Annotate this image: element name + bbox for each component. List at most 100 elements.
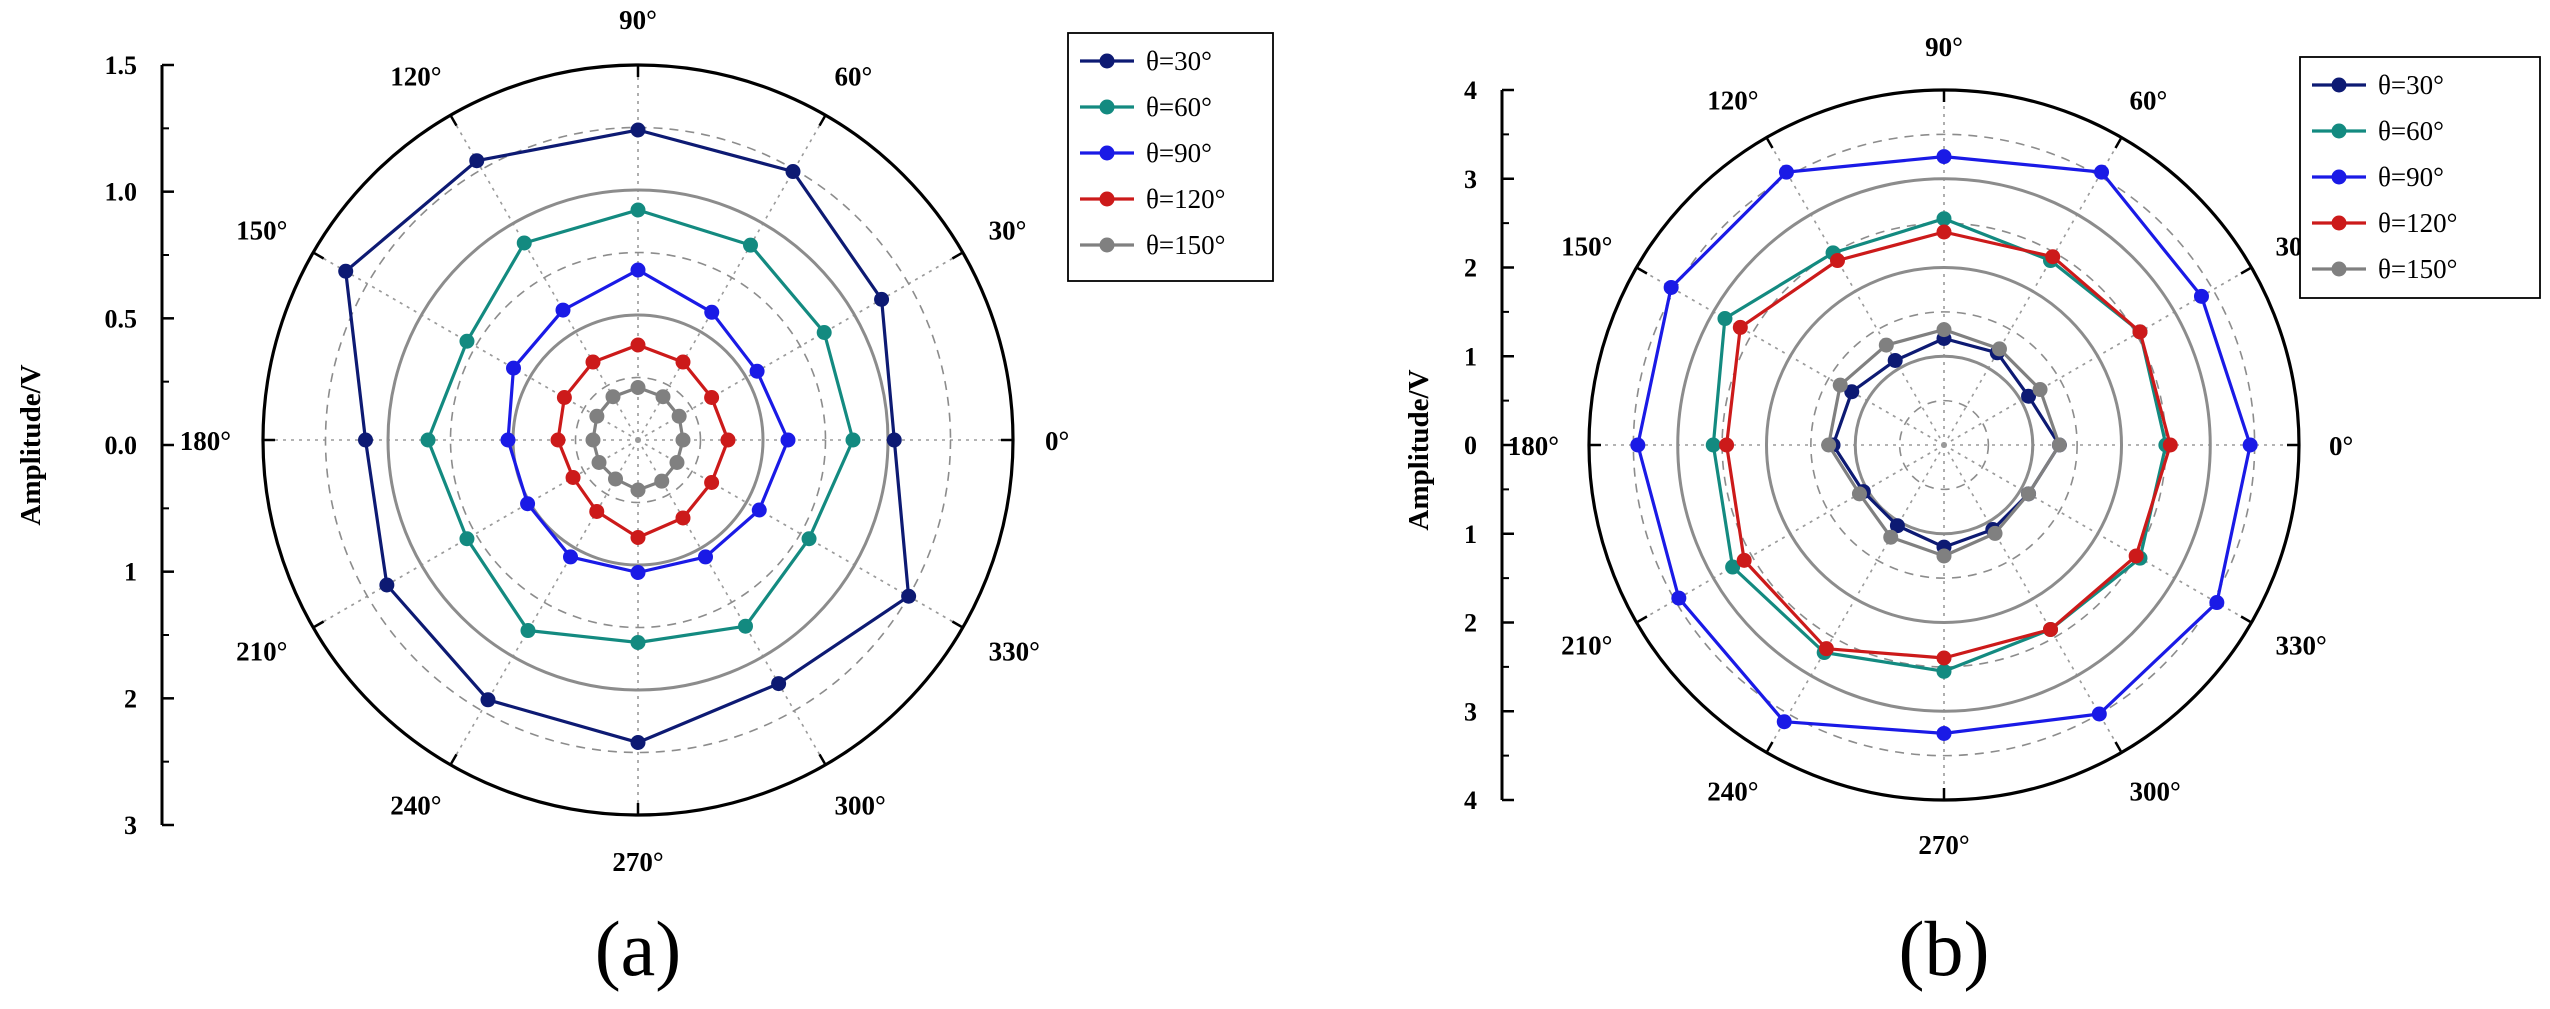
angular-label: 60° [2130, 85, 2168, 115]
data-point [1936, 149, 1952, 165]
data-point [630, 262, 646, 278]
data-point [1776, 714, 1792, 730]
minor-grid-circle [1810, 311, 2078, 579]
legend-entry: θ=150° [1146, 230, 1225, 260]
amplitude-tick-label: 0 [1464, 431, 1477, 460]
angular-tick [951, 251, 964, 260]
data-point [1778, 164, 1794, 180]
radial-gridline [449, 114, 639, 441]
angular-label: 150° [1561, 232, 1612, 262]
data-point [2162, 437, 2178, 453]
data-point [704, 475, 720, 490]
legend-entry: θ=90° [2378, 162, 2444, 192]
data-point [358, 432, 373, 448]
angular-label: 90° [1925, 32, 1963, 62]
data-point [669, 455, 685, 470]
major-grid-circle [1676, 177, 2212, 713]
radial-gridline [312, 439, 639, 629]
data-point [605, 389, 621, 405]
y-axis-label: Amplitude/V [1403, 369, 1435, 530]
data-point [565, 470, 581, 485]
data-point [2094, 164, 2110, 180]
data-point [738, 618, 753, 634]
data-point [1889, 518, 1905, 534]
legend-swatch-marker [2331, 215, 2347, 231]
data-point [1818, 641, 1834, 657]
angular-label: 0° [1045, 426, 1069, 456]
legend-swatch-marker [1099, 191, 1115, 207]
angular-label: 210° [1561, 631, 1612, 661]
data-point [2043, 621, 2058, 637]
data-point [459, 333, 475, 349]
angular-label: 180° [1508, 431, 1559, 461]
legend-swatch-marker [1099, 53, 1115, 69]
angular-tick [951, 620, 964, 629]
data-point [585, 354, 601, 370]
data-point [589, 408, 605, 424]
minor-grid-circle [1898, 399, 1990, 491]
data-point [1663, 279, 1679, 295]
data-point [1830, 253, 1845, 269]
amplitude-tick-label: 3 [1464, 697, 1477, 726]
data-point [469, 153, 485, 169]
data-point [874, 291, 890, 307]
amplitude-tick-label: 3 [124, 811, 137, 840]
legend-swatch-marker [2331, 123, 2347, 139]
legend-entry: θ=60° [2378, 116, 2444, 146]
data-point [2193, 288, 2209, 304]
amplitude-tick-label: 2 [124, 684, 137, 713]
data-point [675, 510, 691, 526]
data-point [704, 304, 720, 320]
data-point [771, 676, 787, 692]
amplitude-tick-label: 2 [1464, 609, 1477, 638]
amplitude-tick-label: 1.5 [105, 51, 138, 80]
amplitude-tick-label: 0.0 [105, 431, 138, 460]
data-point [1987, 525, 2003, 541]
data-point [675, 432, 691, 448]
data-point [1883, 529, 1899, 545]
legend-entry: θ=30° [2378, 70, 2444, 100]
angular-label: 60° [835, 61, 873, 91]
data-point [630, 337, 646, 353]
angular-label: 90° [619, 5, 657, 35]
data-point [845, 432, 861, 448]
angular-label: 240° [1707, 777, 1758, 807]
angular-label: 330° [989, 637, 1040, 667]
angular-tick [1765, 741, 1774, 754]
legend-entry: θ=120° [2378, 208, 2457, 238]
legend-swatch-marker [1099, 237, 1115, 253]
data-point [500, 432, 516, 448]
data-point [480, 692, 496, 708]
angular-label: 180° [180, 426, 231, 456]
legend-swatch-marker [1099, 99, 1115, 115]
data-point [2051, 437, 2067, 453]
legend-entry: θ=150° [2378, 254, 2457, 284]
data-point [630, 735, 646, 750]
data-point [608, 471, 623, 487]
legend-entry: θ=30° [1146, 46, 1212, 76]
data-point [1936, 322, 1952, 338]
data-point [1887, 352, 1903, 368]
angular-label: 300° [835, 791, 886, 821]
angular-tick [818, 114, 827, 127]
angular-label: 270° [1918, 830, 1969, 860]
data-point [1732, 319, 1748, 335]
data-point [801, 531, 817, 547]
data-point [379, 577, 395, 593]
data-point [1851, 486, 1867, 502]
data-point [2132, 324, 2148, 340]
panel-label: (b) [1899, 905, 1990, 992]
angular-tick [1765, 136, 1774, 149]
data-point [675, 354, 691, 370]
legend-entry: θ=120° [1146, 184, 1225, 214]
y-axis-label: Amplitude/V [15, 364, 47, 525]
data-point [506, 360, 522, 376]
data-point [1630, 437, 1646, 453]
data-point [749, 363, 765, 379]
legend-entry: θ=90° [1146, 138, 1212, 168]
angular-label: 150° [236, 216, 287, 246]
angular-label: 120° [390, 61, 441, 91]
data-point [555, 302, 571, 318]
data-point [2021, 388, 2037, 404]
